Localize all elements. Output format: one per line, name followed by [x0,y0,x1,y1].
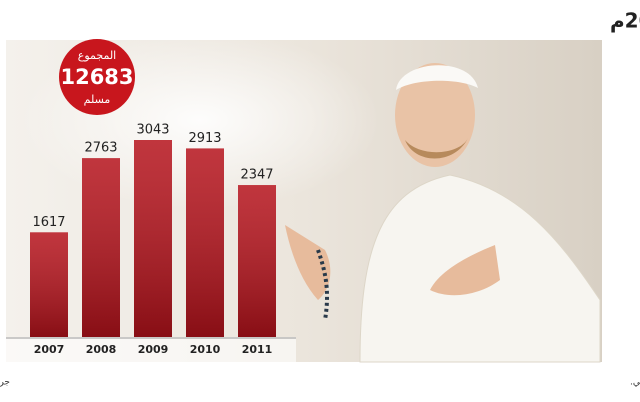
bar-shade [238,185,276,337]
bar-shade [134,140,172,337]
bar-shade [30,232,68,337]
total-label: المجموع [78,49,116,62]
x-tick-label: 2011 [242,343,273,356]
label-band [6,337,296,362]
data-label: 2347 [240,168,273,183]
bar-shade [82,158,120,337]
data-label: 2913 [188,131,221,146]
data-label: 3043 [136,123,169,138]
x-tick-label: 2008 [86,343,117,356]
photo-figure [285,63,601,363]
data-label: 1617 [32,215,65,230]
chart-title: المسلمون الجدد في دبي بين عامي 2007 – 20… [610,9,640,34]
x-tick-label: 2010 [190,343,221,356]
source: المصدر: دائرة الشؤون الإسلامية والعمل ال… [630,378,640,388]
total-unit: مسلم [84,93,111,106]
total-badge [59,39,135,115]
total-value: 12683 [60,65,133,89]
bar-shade [186,148,224,337]
credit: جرافيك : البيان [0,378,10,388]
x-tick-label: 2007 [34,343,65,356]
x-tick-label: 2009 [138,343,169,356]
data-label: 2763 [84,141,117,156]
